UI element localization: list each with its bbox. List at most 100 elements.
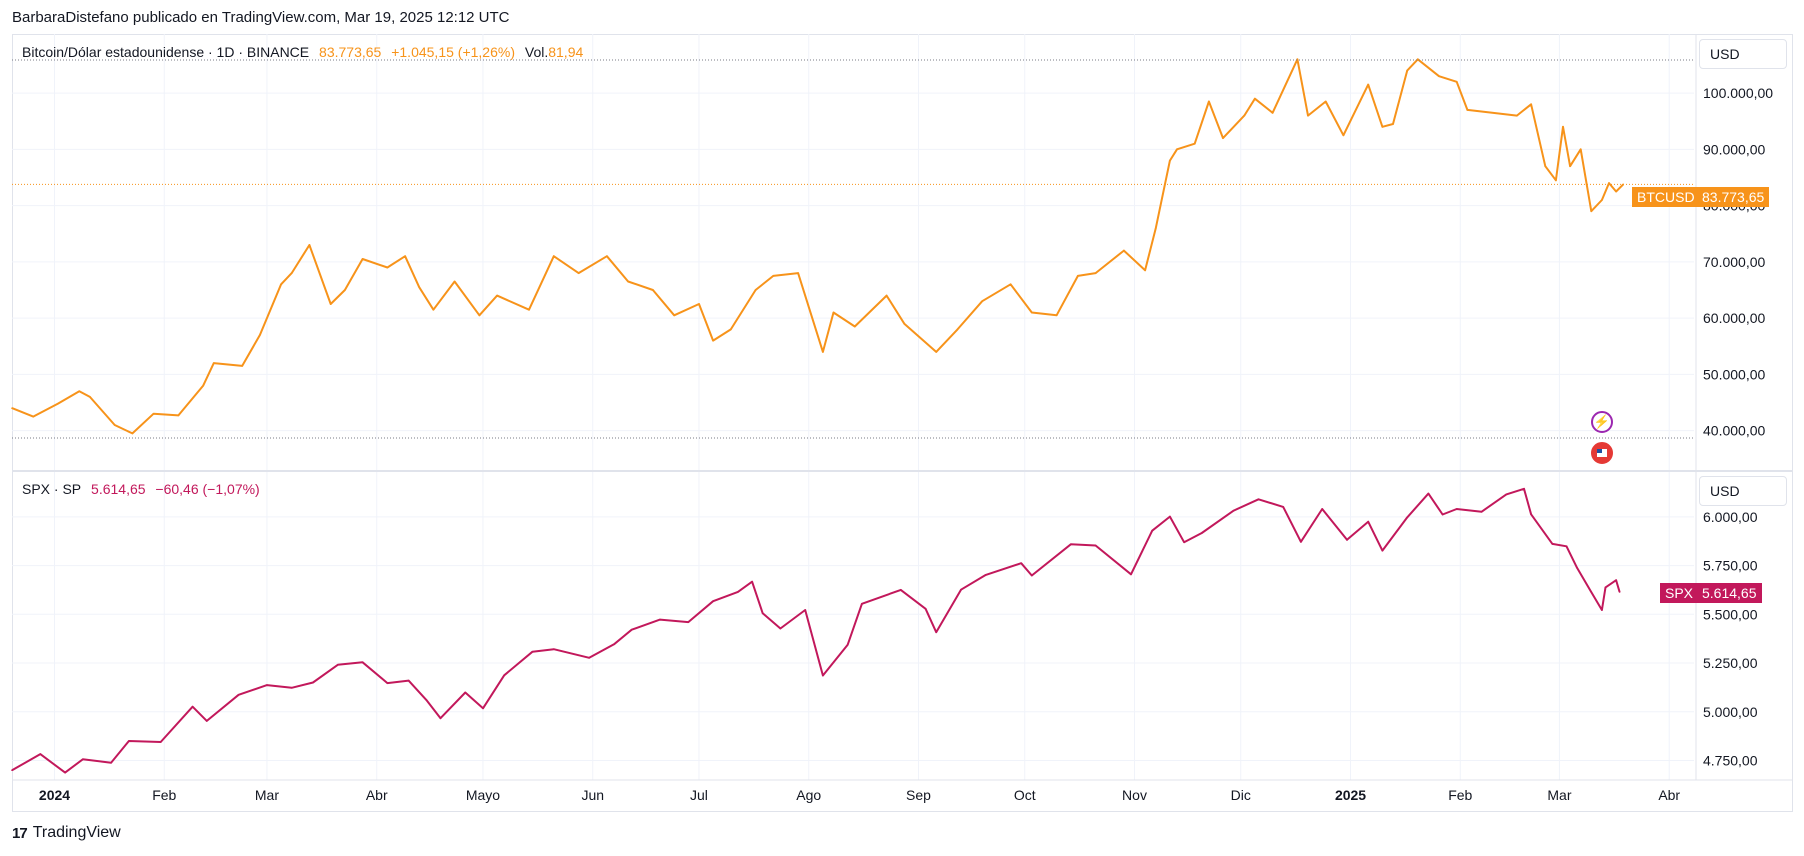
spx-data-point: [1604, 586, 1607, 589]
spx-legend-price: 5.614,65: [91, 481, 146, 497]
x-axis-label: Sep: [906, 787, 931, 803]
spx-data-point: [1169, 515, 1171, 518]
spx-data-point: [1565, 545, 1568, 548]
btc-data-point: [1579, 148, 1582, 151]
spx-data-point: [1427, 492, 1430, 495]
spx-y-tick-label: 6.000,00: [1703, 509, 1758, 525]
spx-data-point: [128, 740, 130, 742]
btc-legend-vol-value: 81,94: [548, 44, 584, 60]
spx-data-point: [386, 682, 389, 684]
spx-tag-name: SPX: [1660, 583, 1699, 603]
spx-data-point: [205, 720, 208, 722]
x-axis-label: 2024: [39, 787, 70, 803]
spx-data-point: [1455, 508, 1458, 510]
btc-data-point: [152, 412, 155, 415]
spx-data-point: [407, 679, 410, 682]
btc-data-point: [11, 407, 13, 409]
btc-tag-name: BTCUSD: [1632, 187, 1700, 207]
btc-data-point: [885, 294, 888, 297]
btc-data-point: [1193, 142, 1196, 145]
spx-data-point: [336, 663, 339, 666]
spx-y-tick-label: 4.750,00: [1703, 753, 1758, 769]
btc-data-point: [1077, 275, 1079, 277]
btc-data-point: [552, 255, 555, 258]
spx-data-point: [1523, 487, 1525, 490]
spx-data-point: [822, 674, 824, 677]
btc-data-point: [1491, 111, 1493, 114]
btc-data-point: [1176, 148, 1178, 151]
spx-data-point: [737, 591, 739, 593]
spx-data-point: [11, 769, 13, 772]
spx-data-point: [960, 588, 962, 591]
spx-data-point: [712, 600, 714, 603]
spx-data-point: [588, 656, 590, 659]
spx-legend-change: −60,46 (−1,07%): [155, 481, 260, 497]
spx-legend-symbol[interactable]: SPX · SP: [22, 481, 82, 497]
spx-data-point: [984, 574, 987, 576]
btc-data-point: [1169, 159, 1171, 162]
btc-data-point: [1544, 165, 1547, 168]
btc-y-tick-label: 70.000,00: [1703, 254, 1765, 270]
spx-data-point: [804, 609, 806, 611]
spx-data-point: [613, 643, 615, 646]
tradingview-mark-icon: 17: [12, 824, 28, 842]
spx-data-point: [1321, 508, 1323, 510]
spx-data-point: [900, 589, 902, 591]
spx-data-point: [312, 681, 314, 684]
spx-data-point: [1232, 509, 1235, 512]
spx-data-point: [1031, 574, 1033, 577]
spx-data-point: [935, 631, 938, 634]
btc-data-point: [1271, 111, 1274, 114]
btc-data-point: [1438, 75, 1440, 77]
spx-data-point: [1505, 493, 1508, 496]
flag-stripes: [1597, 449, 1607, 457]
spx-data-point: [1183, 541, 1185, 543]
x-axis-label: Ago: [796, 787, 821, 803]
btc-data-point: [577, 272, 580, 274]
btc-data-point: [1094, 272, 1097, 274]
spx-data-point: [1601, 609, 1603, 611]
spx-data-point: [425, 699, 428, 701]
btc-data-point: [1590, 210, 1593, 213]
btc-data-point: [754, 289, 757, 291]
spx-currency-button[interactable]: USD: [1699, 476, 1787, 506]
btc-data-point: [32, 415, 35, 418]
btc-data-point: [308, 244, 311, 246]
x-axis-label: Mayo: [466, 787, 500, 803]
btc-data-point: [432, 308, 435, 311]
x-axis-label: Feb: [152, 787, 176, 803]
spx-data-point: [1200, 532, 1203, 534]
x-axis-label: Abr: [366, 787, 388, 803]
btc-data-point: [1367, 83, 1370, 86]
spx-data-point: [531, 650, 534, 653]
spx-data-point: [237, 694, 240, 696]
lightning-icon[interactable]: ⚡: [1591, 411, 1613, 433]
btc-legend-symbol[interactable]: Bitcoin/Dólar estadounidense · 1D · BINA…: [22, 44, 310, 60]
btc-data-point: [1601, 199, 1603, 201]
btc-data-point: [453, 280, 456, 283]
x-axis-label: Mar: [255, 787, 279, 803]
btc-data-point: [89, 396, 91, 398]
x-axis-label: 2025: [1335, 787, 1366, 803]
spx-data-point: [1530, 513, 1532, 516]
us-flag-icon[interactable]: [1591, 442, 1613, 464]
spx-y-tick-label: 5.750,00: [1703, 558, 1758, 574]
spx-data-point: [1282, 506, 1285, 508]
spx-data-point: [924, 608, 927, 610]
spx-data-point: [361, 661, 364, 664]
x-axis-label: Dic: [1231, 787, 1251, 803]
btc-data-point: [259, 334, 261, 336]
spx-y-tick-label: 5.500,00: [1703, 606, 1758, 622]
chart-frame: [12, 34, 1793, 812]
tradingview-logo[interactable]: 17 TradingView: [12, 824, 121, 842]
btc-data-point: [1055, 314, 1058, 317]
btc-currency-button[interactable]: USD: [1699, 39, 1787, 69]
spx-data-point: [464, 691, 467, 694]
spx-data-point: [1576, 567, 1578, 569]
spx-legend: SPX · SP 5.614,65 −60,46 (−1,07%): [22, 481, 266, 497]
btc-data-point: [1562, 126, 1564, 128]
btc-y-tick-label: 90.000,00: [1703, 141, 1765, 157]
spx-y-tick-label: 5.250,00: [1703, 655, 1758, 671]
btc-data-point: [113, 424, 116, 426]
